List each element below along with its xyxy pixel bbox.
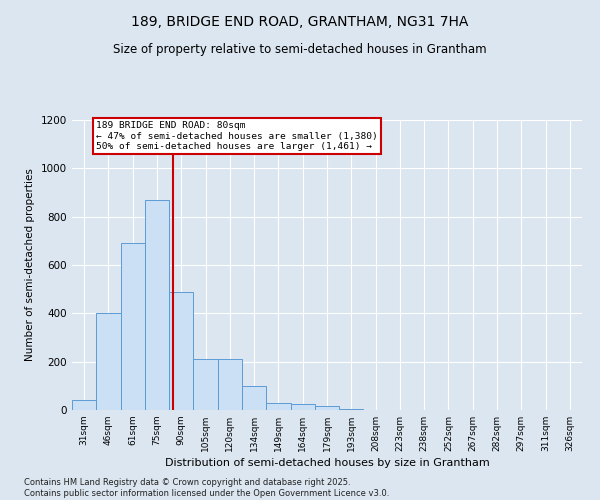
Text: Size of property relative to semi-detached houses in Grantham: Size of property relative to semi-detach…: [113, 42, 487, 56]
Bar: [218, 359, 242, 410]
Bar: [266, 403, 290, 410]
X-axis label: Distribution of semi-detached houses by size in Grantham: Distribution of semi-detached houses by …: [164, 458, 490, 468]
Bar: [96, 314, 121, 410]
Bar: [339, 409, 364, 410]
Bar: [169, 292, 193, 410]
Bar: [290, 404, 315, 410]
Bar: [121, 244, 145, 410]
Bar: [193, 359, 218, 410]
Y-axis label: Number of semi-detached properties: Number of semi-detached properties: [25, 168, 35, 362]
Bar: [242, 386, 266, 410]
Bar: [145, 200, 169, 410]
Bar: [315, 406, 339, 410]
Text: 189 BRIDGE END ROAD: 80sqm
← 47% of semi-detached houses are smaller (1,380)
50%: 189 BRIDGE END ROAD: 80sqm ← 47% of semi…: [96, 121, 378, 151]
Text: 189, BRIDGE END ROAD, GRANTHAM, NG31 7HA: 189, BRIDGE END ROAD, GRANTHAM, NG31 7HA: [131, 15, 469, 29]
Text: Contains HM Land Registry data © Crown copyright and database right 2025.
Contai: Contains HM Land Registry data © Crown c…: [24, 478, 389, 498]
Bar: [72, 400, 96, 410]
